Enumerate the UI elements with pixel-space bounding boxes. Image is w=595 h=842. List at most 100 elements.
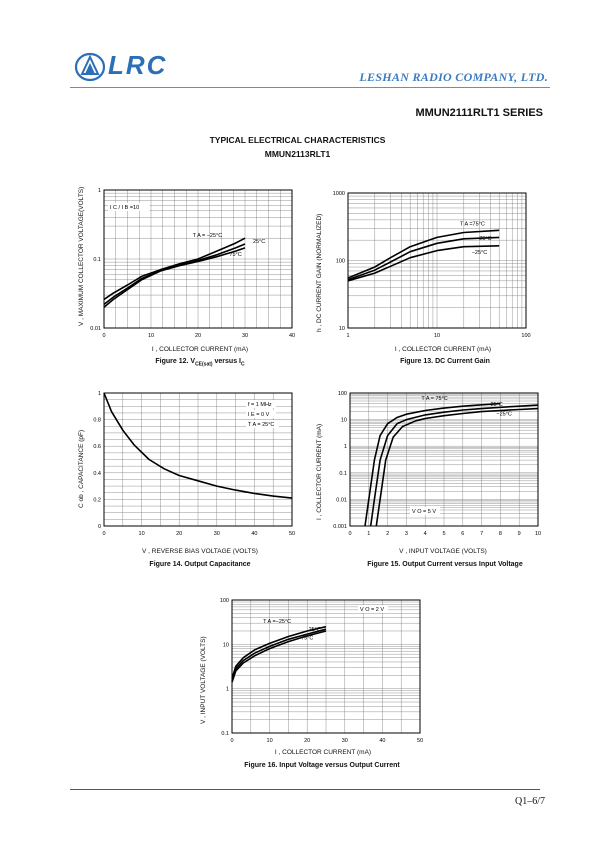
fig12-ytick: 0.01 <box>90 326 101 332</box>
fig16-ytick: 100 <box>220 598 229 604</box>
fig13-frame <box>347 192 527 329</box>
fig15-ytick: 10 <box>341 418 347 424</box>
fig13-series-line <box>347 236 500 281</box>
header-divider <box>70 87 550 88</box>
figure-16-ylabel: V , INPUT VOLTAGE (VOLTS) <box>200 636 207 724</box>
figure-15-condition: V O = 5 V <box>412 509 436 515</box>
fig14-xtick: 50 <box>289 531 295 537</box>
fig14-ytick: 0.4 <box>93 471 101 477</box>
fig16-ytick: 1 <box>226 687 229 693</box>
fig12-xtick: 40 <box>289 333 295 339</box>
fig12-series-label: T A = −25°C <box>193 233 223 239</box>
figure-12-ylabel: V , MAXIMUM COLLECTOR VOLTAGE(VOLTS) <box>78 186 85 326</box>
fig14-ytick: 0 <box>98 524 101 530</box>
fig13-series-line <box>347 229 500 279</box>
figure-14-caption: Figure 14. Output Capacitance <box>149 561 251 568</box>
fig15-xtick: 3 <box>405 531 408 537</box>
fig13-series-line <box>347 245 500 282</box>
figure-13-xlabel: I , COLLECTOR CURRENT (mA) <box>394 346 492 353</box>
fig15-xtick: 10 <box>535 531 541 537</box>
series-title: MMUN2111RLT1 SERIES <box>415 107 543 119</box>
figure-14-cond-ta-bg <box>246 420 279 428</box>
figure-13-ylabel: h , DC CURRENT GAIN (NORMALIZED) <box>316 213 323 332</box>
fig15-ytick: 0.1 <box>339 471 347 477</box>
figure-14-cond-ie-bg <box>246 410 277 418</box>
fig16-grid <box>231 600 421 734</box>
fig15-xtick: 8 <box>499 531 502 537</box>
fig14-ytick: 0.2 <box>93 497 101 503</box>
fig15-series-line <box>364 402 501 527</box>
fig15-series-line <box>375 407 539 527</box>
fig14-ytick: 0.6 <box>93 444 101 450</box>
fig15-frame <box>349 392 539 527</box>
figure-12-caption: Figure 12. VCE(sat) versus IC <box>155 358 245 368</box>
fig15-series-label: T A = 75°C <box>421 396 447 402</box>
figure-14-ylabel: C ob , CAPACITANCE (pF) <box>78 429 85 508</box>
figure-15-caption: Figure 15. Output Current versus Input V… <box>367 561 523 568</box>
fig12-xtick: 0 <box>102 333 105 339</box>
figure-16-chart: 0 10 20 30 40 50 0.1 1 10 100 T A =−25°C 25°C 75°C V … <box>220 598 423 744</box>
fig12-series-line <box>103 247 246 308</box>
fig15-ytick: 0.01 <box>336 497 347 503</box>
fig12-series-label: 25°C <box>253 239 265 245</box>
fig15-xtick: 0 <box>348 531 351 537</box>
fig16-series-label: T A =−25°C <box>263 619 291 625</box>
fig15-xtick: 2 <box>386 531 389 537</box>
fig13-ytick: 10 <box>339 326 345 332</box>
fig13-ytick: 1000 <box>333 191 345 197</box>
fig16-xtick: 10 <box>267 738 273 744</box>
fig16-series-label: 75°C <box>301 635 313 641</box>
fig13-xtick: 1 <box>346 333 349 339</box>
fig16-frame <box>231 599 421 734</box>
fig15-xtick: 9 <box>518 531 521 537</box>
fig14-xtick: 40 <box>251 531 257 537</box>
figure-12-condition-bg <box>108 203 150 211</box>
fig16-xtick: 50 <box>417 738 423 744</box>
fig14-xtick: 10 <box>139 531 145 537</box>
fig16-series-line <box>231 628 327 682</box>
fig15-xtick: 6 <box>461 531 464 537</box>
figure-13-caption: Figure 13. DC Current Gain <box>400 358 490 365</box>
fig12-series-label: 75°C <box>229 252 241 258</box>
fig15-ytick: 0.001 <box>333 524 347 530</box>
fig14-xtick: 20 <box>176 531 182 537</box>
fig15-series-label: −25°C <box>496 412 512 418</box>
figure-14-cond-ta: T A = 25°C <box>248 422 274 428</box>
fig15-xtick: 5 <box>442 531 445 537</box>
figure-15-ylabel: I , COLLECTOR CURRENT (mA) <box>316 423 323 520</box>
fig14-xtick: 30 <box>214 531 220 537</box>
figure-16-condition: V O = 2 V <box>360 607 384 613</box>
fig16-xtick: 20 <box>304 738 310 744</box>
fig14-ytick: 0.8 <box>93 418 101 424</box>
figure-14-cond-ie: I E = 0 V <box>248 412 270 418</box>
figure-15-chart: 0 1 2 3 4 5 6 7 8 9 10 0.001 0.01 0.1 1 10 100 T A = 75°C… <box>333 391 541 537</box>
lrc-logo <box>74 52 106 82</box>
fig16-ytick: 10 <box>223 642 229 648</box>
page-number: Q1–6/7 <box>515 796 545 807</box>
figure-16-xlabel: I , COLLECTOR CURRENT (mA) <box>274 749 372 756</box>
fig15-xtick: 7 <box>480 531 483 537</box>
fig16-xtick: 0 <box>230 738 233 744</box>
fig13-xtick: 100 <box>521 333 530 339</box>
section-title: TYPICAL ELECTRICAL CHARACTERISTICS <box>209 135 386 145</box>
company-name: LESHAN RADIO COMPANY, LTD. <box>359 70 548 84</box>
fig12-series-line <box>103 237 246 301</box>
fig13-xtick: 10 <box>434 333 440 339</box>
figure-12-condition: I C / I B =10 <box>110 205 139 211</box>
fig13-series-label: 25°C <box>479 236 491 242</box>
fig13-series-label: T A =75°C <box>460 222 485 228</box>
fig15-xtick: 1 <box>367 531 370 537</box>
fig12-ytick: 1 <box>98 188 101 194</box>
fig16-series-line <box>231 630 327 683</box>
fig16-xtick: 40 <box>379 738 385 744</box>
fig12-frame <box>103 189 293 329</box>
figure-14-chart: 0 10 20 30 40 50 0 0.2 0.4 0.6 0.8 1 f = 1 MHz I E = … <box>93 391 295 537</box>
fig15-series-label: 25°C <box>490 402 502 408</box>
fig14-xtick: 0 <box>102 531 105 537</box>
fig15-ytick: 100 <box>338 391 347 397</box>
fig16-series-label: 25°C <box>309 627 321 633</box>
figure-16-caption: Figure 16. Input Voltage versus Output C… <box>244 762 400 769</box>
fig16-xtick: 30 <box>342 738 348 744</box>
figure-12-chart: 0 10 20 30 40 0.01 0.1 1 T A = −25°C 25°C 75°C I C … <box>90 188 295 339</box>
